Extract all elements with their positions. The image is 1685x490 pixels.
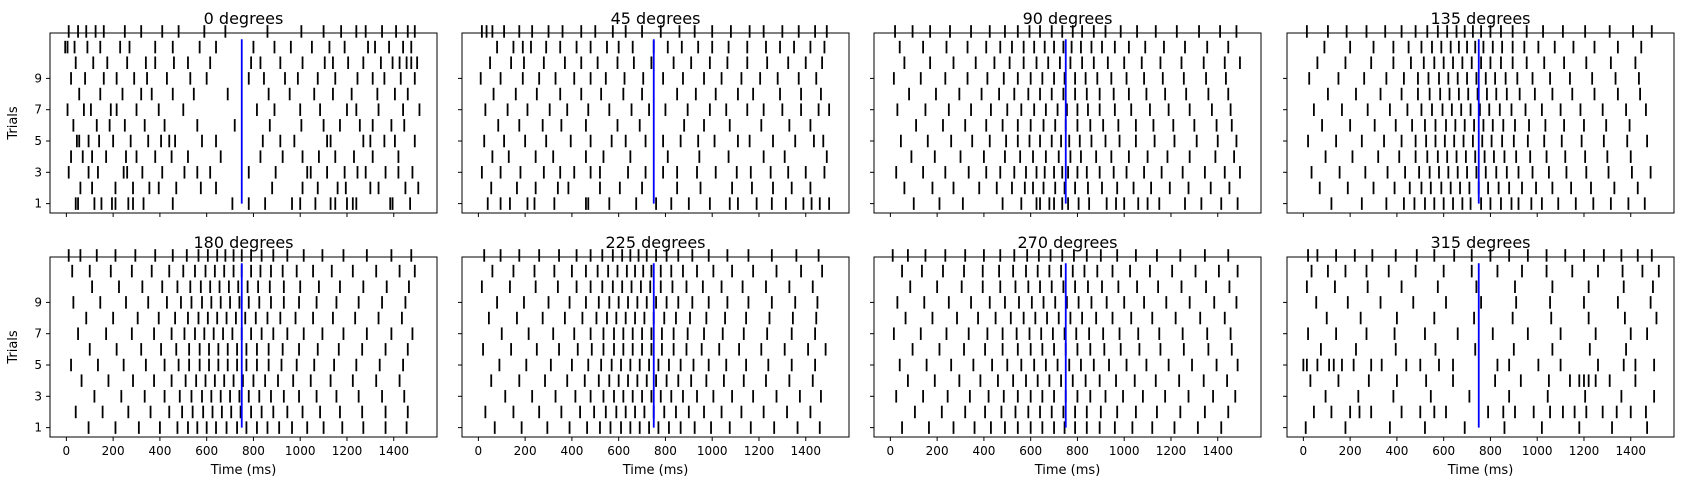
panel-title: 135 degrees <box>1430 9 1530 28</box>
axes-frame <box>49 256 438 438</box>
y-tick-label: 5 <box>34 358 42 372</box>
x-tick-label: 1000 <box>1109 444 1140 458</box>
spike-group <box>479 25 831 210</box>
x-tick-label: 400 <box>148 444 171 458</box>
axes-frame <box>1286 32 1675 214</box>
x-tick-label: 400 <box>972 444 995 458</box>
raster-panel: 45 degrees <box>458 9 850 217</box>
spike-group <box>480 249 827 434</box>
x-tick-label: 600 <box>195 444 218 458</box>
axes-frame <box>49 32 438 214</box>
x-tick-label: 400 <box>560 444 583 458</box>
x-tick-label: 1200 <box>1569 444 1600 458</box>
axes-frame <box>1286 256 1675 438</box>
x-tick-label: 0 <box>63 444 71 458</box>
spike-group <box>1302 249 1660 434</box>
x-tick-label: 1000 <box>1522 444 1553 458</box>
x-tick-label: 0 <box>887 444 895 458</box>
x-tick-label: 800 <box>654 444 677 458</box>
x-tick-label: 200 <box>102 444 125 458</box>
axes-frame <box>461 32 850 214</box>
x-tick-label: 0 <box>1300 444 1308 458</box>
x-tick-label: 1000 <box>697 444 728 458</box>
x-axis-label: Time (ms) <box>210 463 277 478</box>
spike-group <box>892 25 1241 210</box>
y-tick-label: 7 <box>34 103 42 117</box>
x-tick-label: 1400 <box>378 444 409 458</box>
x-tick-label: 200 <box>1339 444 1362 458</box>
x-tick-label: 600 <box>1432 444 1455 458</box>
x-tick-label: 1000 <box>285 444 316 458</box>
x-tick-label: 1400 <box>1202 444 1233 458</box>
raster-panel: 180 degrees 0 200 400 600 800 1000 1200 1400 1 3 5 7… <box>6 233 438 478</box>
y-tick-label: 9 <box>34 71 42 85</box>
x-axis-label: Time (ms) <box>1034 463 1101 478</box>
raster-panel: 90 degrees <box>870 9 1262 217</box>
x-tick-label: 1200 <box>744 444 775 458</box>
raster-panel: 135 degrees <box>1283 9 1675 217</box>
x-tick-label: 0 <box>475 444 483 458</box>
x-tick-label: 800 <box>242 444 265 458</box>
x-tick-label: 800 <box>1479 444 1502 458</box>
y-tick-label: 7 <box>34 327 42 341</box>
panel-title: 90 degrees <box>1023 9 1113 28</box>
x-axis-label: Time (ms) <box>1447 463 1514 478</box>
x-tick-label: 200 <box>926 444 949 458</box>
x-tick-label: 1200 <box>1156 444 1187 458</box>
spike-group <box>64 25 421 210</box>
panel-title: 225 degrees <box>605 233 705 252</box>
x-tick-label: 800 <box>1066 444 1089 458</box>
x-tick-label: 1400 <box>790 444 821 458</box>
x-tick-label: 400 <box>1385 444 1408 458</box>
y-axis-label: Trials <box>6 330 21 365</box>
raster-panel: 270 degrees 0 200 400 600 800 1000 1200 1400 Time… <box>870 233 1262 478</box>
x-tick-label: 600 <box>1019 444 1042 458</box>
axes-frame <box>873 32 1262 214</box>
spike-group <box>891 249 1239 434</box>
panel-title: 270 degrees <box>1017 233 1117 252</box>
panel-title: 315 degrees <box>1430 233 1530 252</box>
x-tick-label: 1400 <box>1615 444 1646 458</box>
panel-title: 45 degrees <box>611 9 701 28</box>
y-axis-label: Trials <box>6 106 21 141</box>
x-tick-label: 1200 <box>332 444 363 458</box>
axes-frame <box>873 256 1262 438</box>
x-tick-label: 600 <box>607 444 630 458</box>
panel-title: 180 degrees <box>193 233 293 252</box>
axes-frame <box>461 256 850 438</box>
y-tick-label: 1 <box>34 421 42 435</box>
panel-title: 0 degrees <box>204 9 284 28</box>
y-tick-label: 5 <box>34 134 42 148</box>
y-tick-label: 9 <box>34 295 42 309</box>
raster-panel: 0 degrees 1 3 5 7 9 Trials <box>6 9 438 217</box>
x-axis-label: Time (ms) <box>622 463 689 478</box>
raster-panel: 315 degrees 0 200 400 600 800 1000 1200 1400 Time… <box>1283 233 1675 478</box>
raster-panel: 225 degrees 0 200 400 600 800 1000 1200 1400 Time… <box>458 233 850 478</box>
x-tick-label: 200 <box>514 444 537 458</box>
spike-group <box>1305 25 1653 210</box>
spike-group <box>67 249 416 434</box>
y-tick-label: 3 <box>34 165 42 179</box>
y-tick-label: 3 <box>34 389 42 403</box>
y-tick-label: 1 <box>34 197 42 211</box>
